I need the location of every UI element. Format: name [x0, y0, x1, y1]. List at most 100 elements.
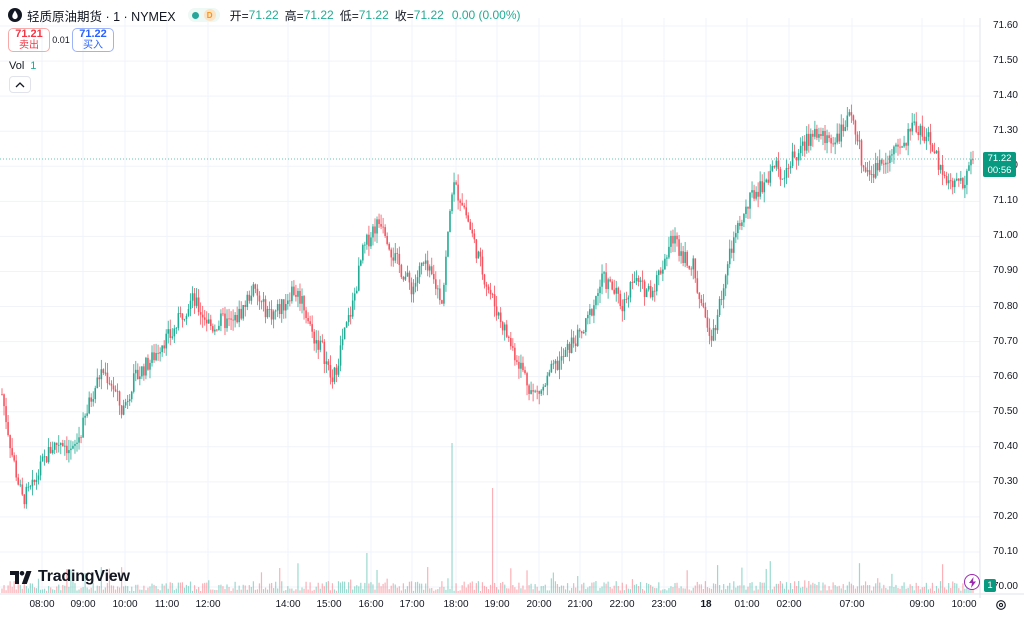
volume-bar: [644, 590, 646, 593]
flash-indicator-button[interactable]: [964, 574, 980, 590]
volume-bar: [810, 584, 812, 593]
volume-bar: [425, 583, 427, 593]
volume-bar: [108, 568, 111, 593]
candle-body: [102, 369, 105, 373]
collapse-legend-button[interactable]: [9, 76, 31, 93]
volume-bar: [903, 582, 905, 593]
candle-body: [15, 460, 17, 478]
candle-body: [246, 294, 249, 308]
volume-bar: [568, 590, 571, 593]
candle-body: [862, 165, 865, 168]
volume-bar: [852, 585, 854, 593]
candle-body: [641, 280, 644, 282]
candle-body: [315, 340, 318, 344]
candle-body: [937, 150, 940, 170]
volume-bar: [337, 581, 340, 593]
candle-body: [35, 479, 38, 482]
volume-bar: [309, 582, 311, 593]
candle-body: [704, 306, 707, 318]
candle-body: [858, 140, 861, 142]
volume-bar: [927, 589, 930, 593]
candle-body: [708, 327, 711, 336]
time-tick-label: 07:00: [839, 599, 865, 610]
volume-bar: [78, 589, 80, 593]
volume-bar: [281, 581, 283, 593]
volume-bar: [710, 588, 713, 593]
gear-icon[interactable]: [995, 599, 1007, 611]
volume-bar: [27, 588, 29, 593]
volume-bar: [516, 589, 518, 593]
volume-bar: [104, 587, 106, 593]
candle-body: [544, 385, 547, 387]
symbol-title[interactable]: 轻质原油期货 · 1 · NYMEX: [27, 9, 176, 24]
volume-bar: [493, 582, 496, 593]
volume-bar: [767, 589, 769, 593]
candle-body: [680, 251, 682, 256]
candle-body: [479, 251, 482, 257]
tradingview-logo[interactable]: TradingView: [10, 568, 130, 586]
volume-bar: [808, 581, 810, 593]
time-tick-label: 19:00: [484, 599, 510, 610]
candle-body: [289, 300, 291, 302]
candle-body: [927, 132, 930, 137]
price-change: 0.00 (0.00%): [451, 8, 521, 22]
volume-bar: [356, 585, 358, 593]
candle-body: [570, 337, 573, 353]
candle-body: [130, 391, 133, 400]
candle-body: [520, 362, 522, 369]
volume-bar: [149, 586, 151, 593]
volume-bar: [92, 582, 94, 593]
candle-body: [621, 305, 624, 312]
candle-body: [503, 324, 506, 331]
candle-body: [185, 315, 188, 319]
volume-bar: [743, 585, 745, 593]
volume-bar: [526, 570, 528, 593]
candle-body: [473, 233, 476, 240]
volume-label: Vol: [9, 60, 25, 72]
candle-body: [317, 340, 320, 350]
volume-bar: [475, 583, 477, 593]
candle-body: [560, 356, 563, 361]
volume-bar: [496, 587, 498, 593]
market-status[interactable]: D: [187, 8, 220, 22]
candle-body: [195, 297, 198, 306]
volume-legend[interactable]: Vol 1: [9, 60, 36, 72]
candle-body: [313, 331, 315, 344]
volume-bar: [575, 587, 577, 593]
volume-bar: [694, 585, 696, 593]
candle-body: [254, 284, 257, 289]
volume-bar: [834, 585, 836, 593]
candle-body: [905, 142, 907, 146]
candle-body: [824, 130, 826, 144]
volume-bar: [319, 588, 321, 593]
candle-body: [86, 413, 88, 416]
candle-body: [850, 112, 853, 116]
time-tick-label: 09:00: [70, 599, 96, 610]
volume-bar: [489, 584, 492, 593]
candle-body: [457, 184, 459, 201]
volume-bar: [858, 563, 861, 593]
candle-body: [651, 290, 654, 298]
candle-body: [21, 484, 24, 495]
volume-bar: [74, 583, 76, 593]
sell-button[interactable]: 71.21 卖出: [8, 28, 50, 52]
volume-bar: [856, 586, 859, 593]
candle-body: [909, 128, 911, 132]
candle-body: [481, 256, 484, 275]
low-key: 低=: [339, 8, 359, 23]
candle-body: [964, 184, 966, 189]
candle-body: [629, 282, 632, 298]
candle-body: [207, 319, 210, 324]
volume-bar: [175, 588, 177, 593]
buy-button[interactable]: 71.22 买入: [72, 28, 114, 52]
candle-body: [386, 236, 388, 244]
candle-body: [1, 394, 3, 395]
candle-body: [459, 200, 461, 203]
candle-body: [542, 386, 545, 391]
candle-body: [528, 385, 530, 394]
volume-bar: [339, 582, 342, 593]
candle-body: [816, 128, 818, 138]
candle-body: [396, 253, 399, 254]
volume-bar: [828, 586, 830, 593]
